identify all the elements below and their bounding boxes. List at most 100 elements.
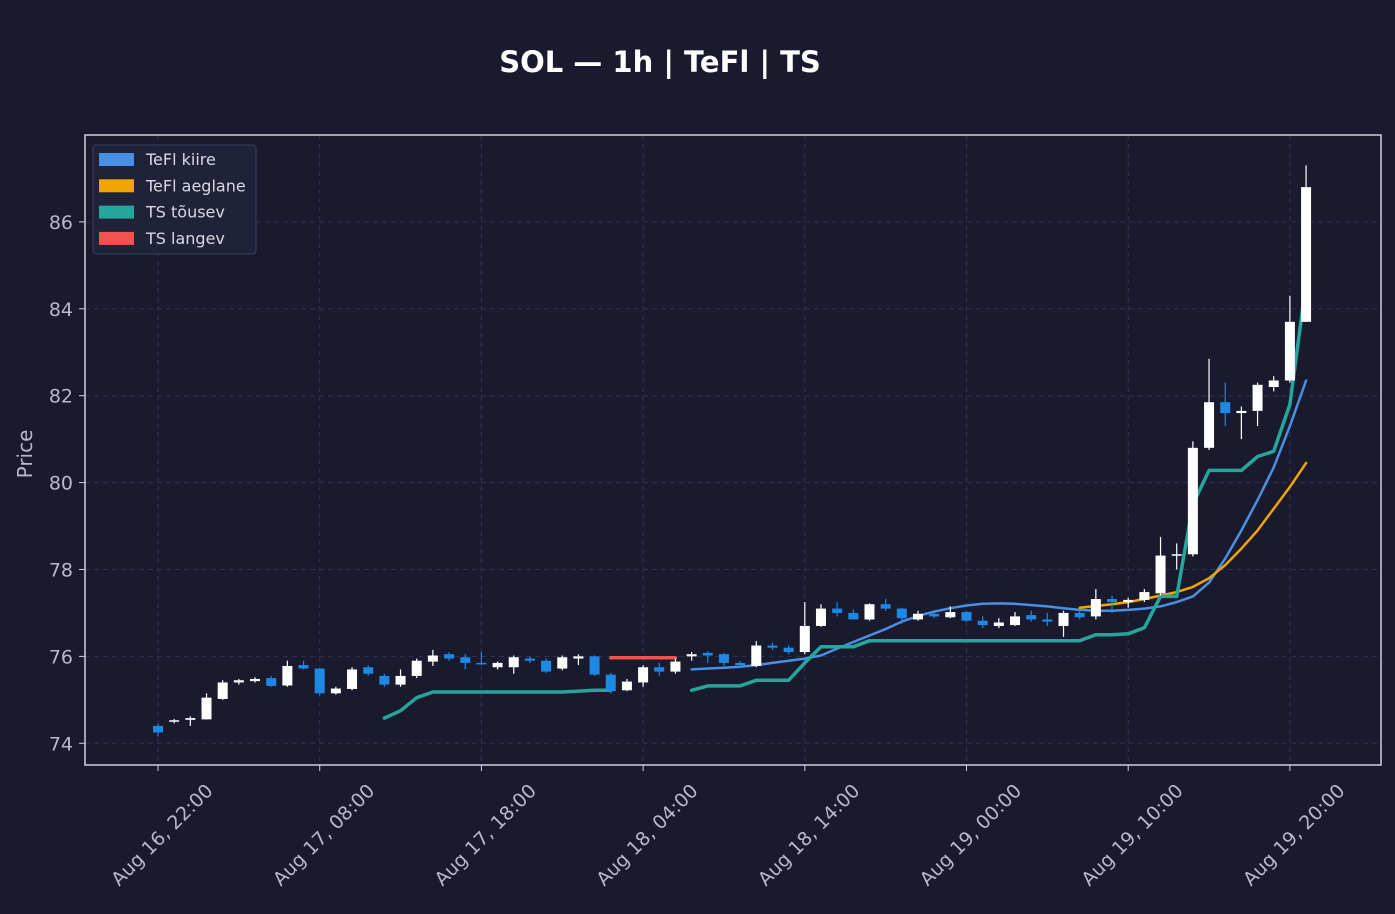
candle-body [1139,592,1150,600]
legend-swatch [99,205,134,219]
candle-body [799,625,810,653]
candle-body [524,658,535,661]
candle-body [702,652,713,656]
legend-box [92,144,257,255]
candle-body [250,678,261,682]
candle-body [896,608,907,619]
candle-body [1058,612,1069,626]
candle-body [735,662,746,666]
candle-body [751,645,762,666]
candle-body [298,665,309,669]
candles [153,165,1312,737]
candle-body [1187,447,1198,555]
candle-body [1074,612,1085,618]
candle-body [832,608,843,613]
candle-body [347,669,358,689]
y-axis-label: Price [13,430,37,479]
candle-body [1268,380,1279,387]
series-ts-t-usev [382,688,613,720]
candle-body [912,613,923,620]
candle-body [411,660,422,676]
series-ts-t-usev [689,280,1308,693]
candle-body [508,657,519,668]
y-tick-label: 82 [49,386,73,408]
candle-body [266,678,277,686]
legend: TeFl kiire TeFl aeglane TS tõusev TS langev [92,144,257,255]
candle-body [444,654,455,659]
candle-body [169,720,180,722]
grid-lines [85,135,1381,765]
candle-body [977,620,988,626]
y-tick-label: 84 [49,299,73,321]
legend-label: TS tõusev [145,203,225,222]
candle-body [395,675,406,685]
series-tefl-kiire [690,379,1308,671]
candle-body [1090,599,1101,617]
candle-body [1220,402,1231,414]
candle-body [1252,384,1263,411]
series-tefl-aeglane [1078,461,1308,609]
candle-body [621,681,632,691]
candle-body [654,667,665,672]
candle-body [1026,615,1037,620]
candle-body [767,645,778,648]
candle-body [573,656,584,659]
candle-body [1107,599,1118,603]
y-tick-label: 76 [49,646,73,668]
candle-body [1284,321,1295,381]
candle-body [185,718,196,720]
indicator-lines [382,280,1308,720]
legend-label: TeFl aeglane [145,176,246,195]
candle-body [1155,555,1166,594]
candle-body [638,667,649,683]
candle-body [929,613,940,617]
candle-body [557,657,568,669]
legend-label: TeFl kiire [145,150,216,169]
candle-body [1236,410,1247,414]
candle-body [1301,187,1312,322]
candle-body [1042,619,1053,622]
candle-body [460,657,471,663]
candle-body [153,725,163,733]
candle-body [880,604,891,609]
candle-body [718,654,729,663]
candle-body [201,697,212,720]
candle-body [363,667,374,674]
candle-body [670,661,681,672]
candle-body [1123,599,1134,603]
candle-body [314,668,325,694]
candle-body [427,655,438,662]
y-tick-label: 80 [49,473,73,495]
y-tick-label: 74 [49,733,73,755]
candle-body [217,682,228,699]
candle-body [686,654,697,657]
candle-body [783,647,794,653]
candle-body [541,660,552,672]
candle-body [605,674,616,692]
chart-title: SOL — 1h | TeFl | TS [499,45,821,79]
candle-body [1010,616,1021,626]
candle-body [864,604,875,620]
candle-body [476,662,487,665]
candle-body [848,612,859,620]
y-tick-label: 78 [49,559,73,581]
candle-body [1171,554,1182,556]
legend-swatch [99,153,134,166]
candle-body [379,675,390,685]
candle-body [589,656,600,675]
y-axis-ticks: 74 76 78 80 82 84 86 [49,212,85,755]
legend-swatch [99,231,134,245]
y-tick-label: 86 [49,212,73,234]
candle-body [330,688,341,694]
candle-body [945,612,956,618]
candle-body [1204,402,1215,448]
candle-body [233,680,244,683]
legend-label: TS langev [145,229,225,248]
candle-body [961,612,972,621]
candle-body [282,665,293,686]
legend-swatch [99,179,134,193]
candle-body [492,662,503,668]
